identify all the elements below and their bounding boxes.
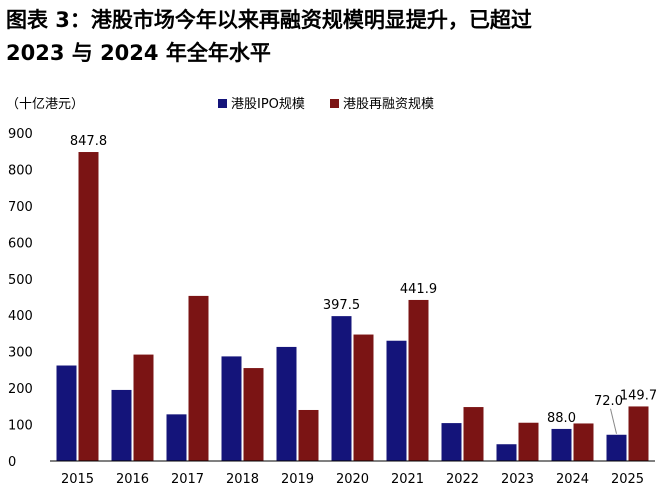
x-tick-label: 2018	[226, 472, 259, 487]
bar-refinancing-2022	[463, 407, 484, 461]
chart-title-line1: 图表 3：港股市场今年以来再融资规模明显提升，已超过	[6, 8, 532, 32]
x-tick-label: 2015	[61, 472, 94, 487]
y-tick-label: 200	[8, 382, 33, 397]
bar-ipo-2018	[221, 356, 242, 461]
bar-refinancing-2024	[573, 423, 594, 461]
bar-refinancing-2017	[188, 295, 209, 461]
data-label-refinancing-2021: 441.9	[400, 282, 437, 297]
x-tick-label: 2024	[556, 472, 589, 487]
y-tick-label: 300	[8, 346, 33, 361]
bar-refinancing-2020	[353, 334, 374, 461]
data-label-ipo-2020: 397.5	[323, 298, 360, 313]
legend: 港股IPO规模 港股再融资规模	[218, 97, 434, 112]
bar-refinancing-2018	[243, 368, 264, 461]
data-label-refinancing-2025: 149.7	[620, 388, 657, 403]
bar-ipo-2024	[551, 428, 572, 461]
legend-swatch-ipo	[218, 99, 227, 108]
bar-ipo-2016	[111, 389, 132, 461]
data-label-refinancing-2015: 847.8	[70, 134, 107, 149]
bar-ipo-2022	[441, 423, 462, 461]
bar-ipo-2019	[276, 346, 297, 461]
chart-title-line2: 2023 与 2024 年全年水平	[6, 41, 271, 65]
y-tick-label: 600	[8, 236, 33, 251]
bar-refinancing-2025	[628, 406, 649, 461]
y-tick-label: 400	[8, 309, 33, 324]
bar-refinancing-2023	[518, 422, 539, 461]
bar-refinancing-2016	[133, 354, 154, 461]
x-axis: 2015 2016 2017 2018 2019 2020 2021 2022 2023 2024…	[61, 472, 644, 487]
bar-ipo-2025	[606, 434, 627, 461]
data-label-ipo-2025: 72.0	[594, 394, 623, 409]
y-axis: 0 100 200 300 400 500 600 700 800 900	[8, 127, 33, 470]
y-tick-label: 900	[8, 127, 33, 142]
x-tick-label: 2021	[391, 472, 424, 487]
x-tick-label: 2019	[281, 472, 314, 487]
legend-label-ipo: 港股IPO规模	[231, 97, 305, 112]
chart-title: 图表 3：港股市场今年以来再融资规模明显提升，已超过 2023 与 2024 年…	[6, 4, 656, 70]
bar-ipo-2015	[56, 365, 77, 461]
bar-refinancing-2021	[408, 299, 429, 461]
bar-ipo-2017	[166, 414, 187, 461]
bar-refinancing-2019	[298, 409, 319, 461]
x-tick-label: 2025	[611, 472, 644, 487]
bar-ipo-2023	[496, 444, 517, 461]
y-axis-unit-label: （十亿港元）	[6, 97, 84, 112]
bar-ipo-2020	[331, 316, 352, 461]
x-tick-label: 2023	[501, 472, 534, 487]
x-tick-label: 2020	[336, 472, 369, 487]
y-tick-label: 0	[8, 455, 16, 470]
bar-ipo-2021	[386, 340, 407, 461]
bar-refinancing-2015	[78, 152, 99, 462]
x-tick-label: 2016	[116, 472, 149, 487]
x-tick-label: 2017	[171, 472, 204, 487]
x-tick-label: 2022	[446, 472, 479, 487]
legend-swatch-refinancing	[330, 99, 339, 108]
y-tick-label: 100	[8, 419, 33, 434]
y-tick-label: 500	[8, 273, 33, 288]
y-tick-label: 700	[8, 200, 33, 215]
data-label-ipo-2024: 88.0	[547, 411, 576, 426]
bar-chart: （十亿港元） 港股IPO规模 港股再融资规模 0 100 200 300 400 500 6…	[6, 97, 657, 487]
data-label-leader-ipo-2025	[610, 408, 617, 434]
legend-label-refinancing: 港股再融资规模	[343, 97, 434, 112]
y-tick-label: 800	[8, 163, 33, 178]
